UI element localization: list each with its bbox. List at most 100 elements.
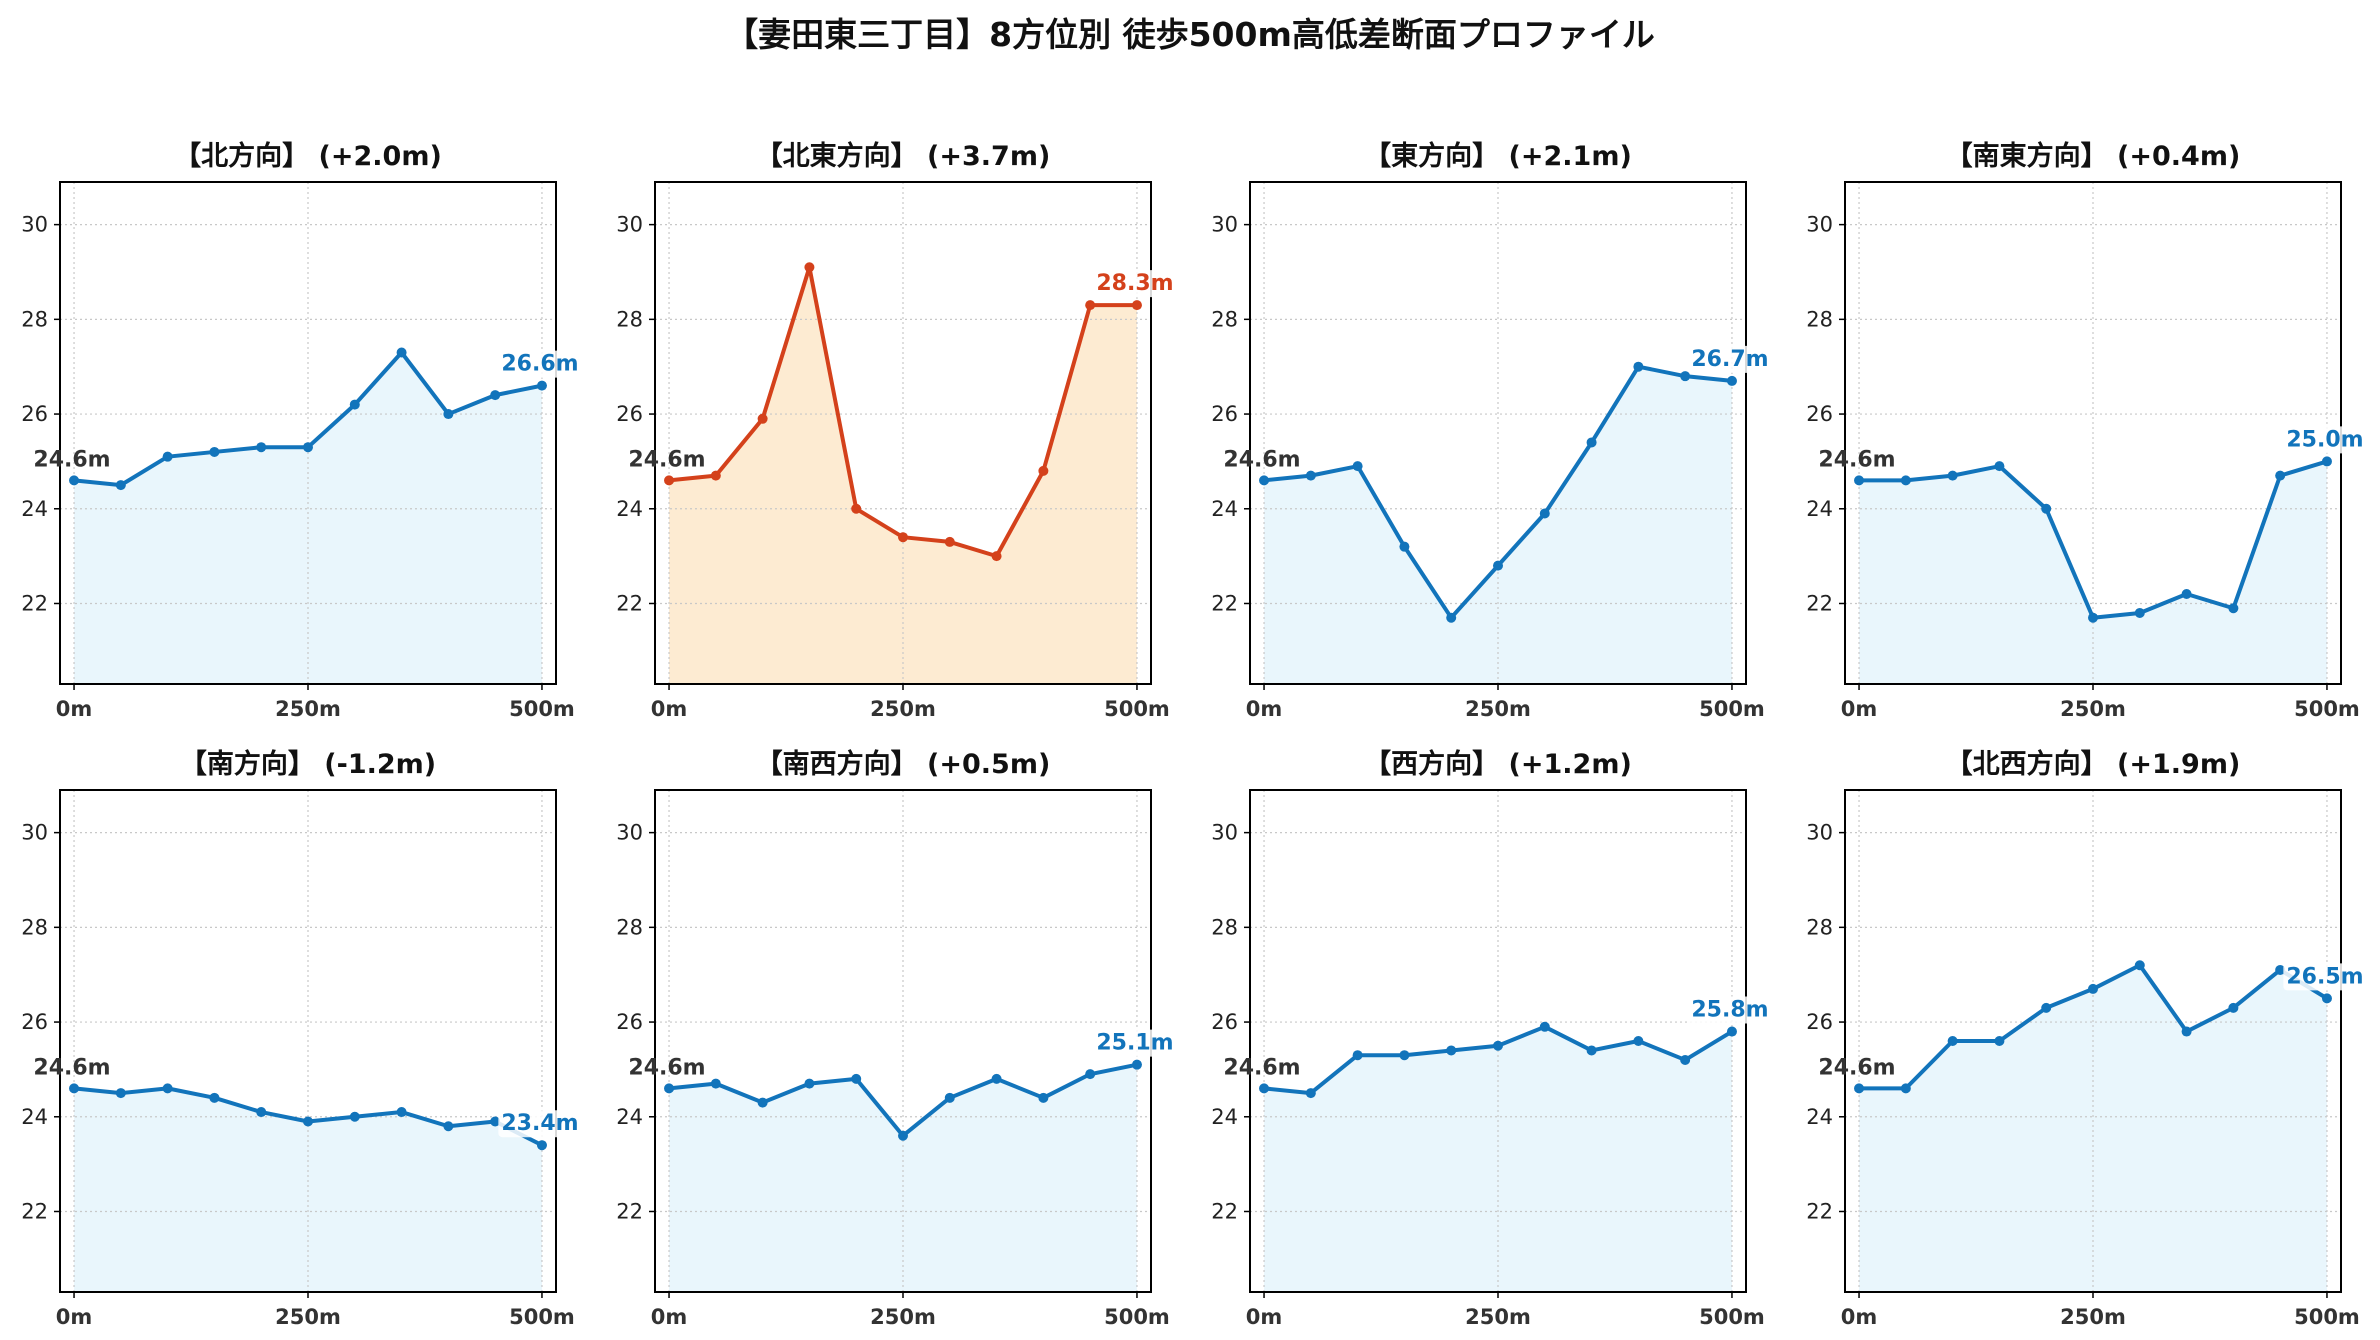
y-tick-label: 24 [1211, 1105, 1238, 1129]
data-point [536, 1140, 547, 1151]
x-tick-label: 500m [509, 697, 575, 721]
end-label: 25.0m [2286, 427, 2363, 452]
data-point [664, 1083, 675, 1094]
data-point [1947, 1036, 1958, 1046]
y-tick-label: 26 [616, 402, 643, 426]
end-label-background [498, 1110, 582, 1138]
data-point [1131, 1059, 1142, 1070]
y-tick-label: 22 [1211, 1199, 1238, 1223]
data-point [490, 1116, 501, 1127]
data-point [1900, 475, 1911, 486]
start-label: 24.6m [1818, 447, 1895, 472]
data-point [2275, 964, 2286, 975]
data-point [710, 470, 721, 481]
data-point [1038, 1092, 1049, 1103]
y-tick-label: 30 [1806, 821, 1833, 845]
x-tick-label: 250m [2060, 1305, 2126, 1329]
y-tick-label: 24 [21, 1105, 48, 1129]
data-point [1493, 1040, 1503, 1051]
end-label: 25.1m [1096, 1031, 1173, 1056]
y-tick-label: 28 [616, 915, 643, 939]
data-point [256, 442, 267, 453]
data-point [1854, 475, 1865, 486]
chart-title: 【北方向】 (+2.0m) [174, 140, 442, 172]
data-point [851, 503, 862, 514]
data-point [1352, 461, 1363, 472]
y-tick-label: 28 [1806, 307, 1833, 331]
data-point [757, 413, 768, 424]
y-tick-label: 26 [1806, 1010, 1833, 1034]
end-label-background [1688, 996, 1772, 1024]
chart-panel-1: 22 24 26 28 30 0m 250m 500m 【北方向】 (+2.0m) 24.6m 26… [21, 140, 582, 721]
chart-panel-3: 22 24 26 28 30 0m 250m 500m 【東方向】 (+2.1m) 24.6m 26… [1211, 140, 1772, 721]
x-tick-label: 250m [870, 1305, 936, 1329]
data-point [1085, 1069, 1096, 1080]
area-fill [669, 267, 1137, 684]
x-tick-label: 500m [1699, 697, 1765, 721]
start-label: 24.6m [628, 447, 705, 472]
data-point [804, 262, 815, 273]
y-tick-label: 30 [21, 821, 48, 845]
y-tick-label: 28 [616, 307, 643, 331]
data-point [162, 451, 173, 462]
y-tick-label: 28 [21, 915, 48, 939]
chart-title: 【西方向】 (+1.2m) [1364, 748, 1632, 780]
data-point [349, 1111, 360, 1122]
data-point [69, 1083, 80, 1094]
data-point [2321, 456, 2332, 467]
end-label-background [1093, 1029, 1177, 1057]
data-point [115, 1088, 126, 1099]
data-point [162, 1083, 173, 1094]
y-tick-label: 30 [1211, 213, 1238, 237]
y-tick-label: 24 [1211, 497, 1238, 521]
y-tick-label: 22 [1806, 591, 1833, 615]
data-point [2134, 607, 2145, 618]
end-label-background [498, 350, 582, 378]
chart-title: 【東方向】 (+2.1m) [1364, 140, 1632, 172]
x-tick-label: 500m [1104, 697, 1170, 721]
data-point [209, 446, 220, 457]
x-tick-label: 250m [275, 1305, 341, 1329]
data-point [536, 380, 547, 391]
data-point [1305, 1088, 1316, 1099]
data-point [2041, 503, 2052, 514]
data-point [2088, 612, 2098, 623]
data-point [1539, 1021, 1550, 1032]
y-tick-label: 24 [1806, 1105, 1833, 1129]
data-point [1994, 461, 2005, 472]
end-label-background [2283, 426, 2367, 454]
data-point [1539, 508, 1550, 519]
data-point [303, 1116, 313, 1127]
data-point [1994, 1036, 2005, 1046]
data-point [396, 347, 407, 358]
chart-panel-7: 22 24 26 28 30 0m 250m 500m 【西方向】 (+1.2m) 24.6m 25… [1211, 748, 1772, 1329]
data-point [1680, 1054, 1691, 1065]
x-tick-label: 250m [275, 697, 341, 721]
y-tick-label: 26 [1211, 1010, 1238, 1034]
y-tick-label: 26 [21, 402, 48, 426]
data-point [490, 390, 501, 401]
data-point [2275, 470, 2286, 481]
x-tick-label: 0m [56, 697, 93, 721]
area-fill [1859, 965, 2327, 1292]
x-tick-label: 500m [1104, 1305, 1170, 1329]
chart-title: 【南東方向】 (+0.4m) [1946, 140, 2241, 172]
data-point [1305, 470, 1316, 481]
data-point [349, 399, 360, 410]
end-label: 23.4m [501, 1111, 578, 1136]
data-point [256, 1107, 267, 1118]
data-point [1900, 1083, 1911, 1094]
data-point [991, 1073, 1002, 1084]
y-tick-label: 26 [21, 1010, 48, 1034]
data-point [944, 536, 955, 547]
y-tick-label: 28 [21, 307, 48, 331]
data-point [1493, 560, 1503, 571]
y-tick-label: 24 [1806, 497, 1833, 521]
data-point [209, 1092, 220, 1103]
end-label: 26.5m [2286, 964, 2363, 989]
data-point [1399, 1050, 1410, 1061]
area-fill [1264, 366, 1732, 684]
y-tick-label: 26 [616, 1010, 643, 1034]
data-point [2181, 1026, 2192, 1037]
